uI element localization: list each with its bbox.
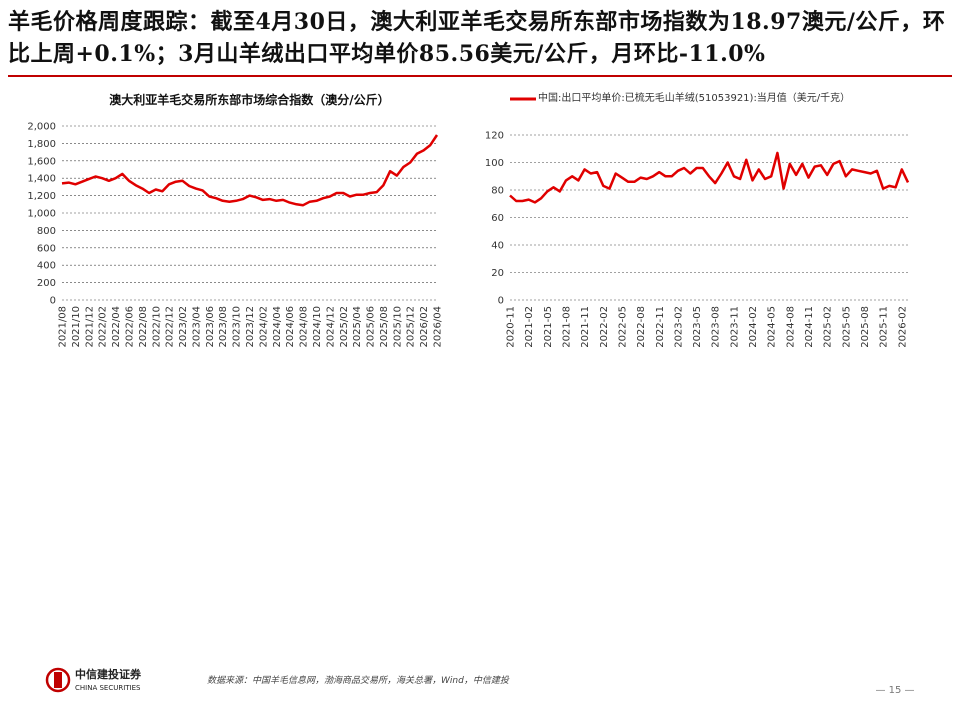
y-tick-label: 200 [37,278,56,289]
page-number: — 15 — [875,685,914,696]
line-series [509,151,910,204]
x-tick-label: 2021-02 [524,306,535,348]
y-tick-label: 1,800 [27,139,56,150]
x-tick-label: 2024-02 [748,306,759,348]
x-tick-label: 2020-11 [506,306,517,348]
legend-label: 中国:出口平均单价:已梳无毛山羊绒(51053921):当月值（美元/千克） [538,93,851,104]
x-tick-label: 2023/04 [191,306,202,348]
x-tick-label: 2026/04 [433,306,444,348]
x-tick-label: 2023/02 [178,306,189,348]
x-tick-label: 2021/12 [84,306,95,348]
x-tick-label: 2025/10 [392,306,403,348]
logo-cn: 中信建投证券 [75,667,142,681]
x-tick-label: 2022/12 [165,306,176,348]
y-tick-label: 1,400 [27,174,56,185]
x-tick-label: 2021/08 [58,306,69,348]
x-tick-label: 2024/04 [272,306,283,348]
x-tick-label: 2023/12 [245,306,256,348]
logo-mark-inner [54,672,62,688]
x-tick-label: 2024/08 [299,306,310,348]
x-tick-label: 2023/06 [205,306,216,348]
y-tick-label: 60 [491,213,504,224]
x-tick-label: 2024/12 [325,306,336,348]
x-tick-label: 2022/06 [124,306,135,348]
x-tick-label: 2022/02 [98,306,109,348]
logo-mark [45,667,71,693]
x-tick-label: 2025/02 [339,306,350,348]
x-tick-label: 2022-05 [617,306,628,348]
x-tick-label: 2025-11 [879,306,890,348]
line-series [61,134,439,207]
y-tick-label: 20 [491,268,504,279]
x-tick-label: 2023/08 [218,306,229,348]
y-tick-label: 1,000 [27,209,56,220]
y-tick-label: 100 [485,158,504,169]
x-tick-label: 2024/02 [258,306,269,348]
x-tick-label: 2024-11 [804,306,815,348]
y-tick-label: 0 [498,296,504,307]
x-tick-label: 2024-05 [767,306,778,348]
x-tick-label: 2024-08 [785,306,796,348]
x-tick-label: 2024/06 [285,306,296,348]
x-tick-label: 2025/06 [366,306,377,348]
y-tick-label: 1,600 [27,156,56,167]
x-tick-label: 2021-05 [543,306,554,348]
x-tick-label: 2024/10 [312,306,323,348]
y-tick-label: 80 [491,186,504,197]
x-tick-label: 2025/12 [406,306,417,348]
page-title: 羊毛价格周度跟踪：截至4月30日，澳大利亚羊毛交易所东部市场指数为18.97澳元… [8,9,946,67]
y-tick-label: 800 [37,226,56,237]
legend: 中国:出口平均单价:已梳无毛山羊绒(51053921):当月值（美元/千克） [538,93,851,104]
x-tick-label: 2023-05 [692,306,703,348]
x-tick-label: 2021-08 [561,306,572,348]
y-tick-label: 40 [491,241,504,252]
x-tick-label: 2025/04 [352,306,363,348]
x-tick-label: 2023/10 [232,306,243,348]
x-tick-label: 2023-08 [711,306,722,348]
x-tick-label: 2023-02 [673,306,684,348]
x-tick-label: 2022/10 [151,306,162,348]
x-tick-label: 2021/10 [71,306,82,348]
x-tick-label: 2022-02 [599,306,610,348]
y-tick-label: 600 [37,243,56,254]
x-tick-label: 2026-02 [897,306,908,348]
chart-title: 澳大利亚羊毛交易所东部市场综合指数（澳分/公斤） [109,92,389,107]
y-tick-label: 2,000 [27,122,56,133]
x-tick-label: 2022/08 [138,306,149,348]
x-tick-label: 2026/02 [419,306,430,348]
x-tick-label: 2025-08 [860,306,871,348]
x-tick-label: 2025-05 [841,306,852,348]
title-rule [8,75,952,77]
source: 数据来源：中国羊毛信息网，渤海商品交易所，海关总署，Wind，中信建投 [207,675,510,686]
x-tick-label: 2021-11 [580,306,591,348]
x-tick-label: 2025/08 [379,306,390,348]
y-tick-label: 1,200 [27,191,56,202]
x-tick-label: 2022-11 [655,306,666,348]
x-tick-label: 2022-08 [636,306,647,348]
x-tick-label: 2022/04 [111,306,122,348]
y-tick-label: 120 [485,131,504,142]
x-tick-label: 2025-02 [823,306,834,348]
logo-en: CHINA SECURITIES [75,684,141,692]
y-tick-label: 400 [37,261,56,272]
y-tick-label: 0 [50,296,56,307]
x-tick-label: 2023-11 [729,306,740,348]
